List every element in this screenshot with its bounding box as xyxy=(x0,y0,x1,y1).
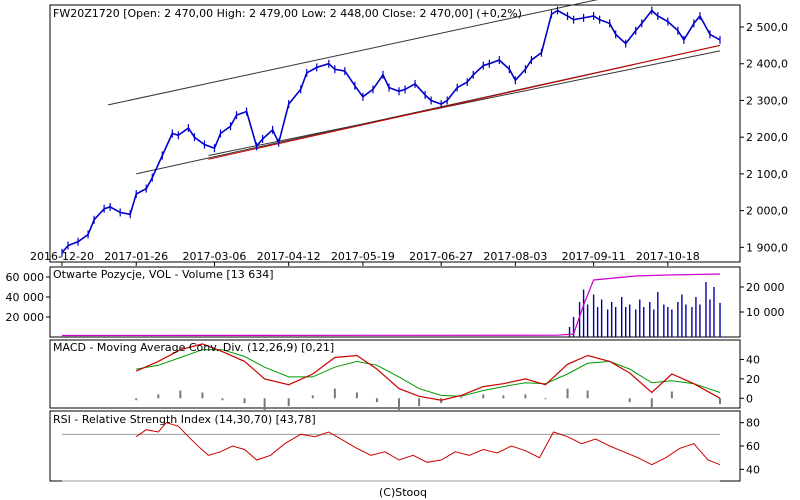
channel-upper-line xyxy=(108,0,599,106)
macd-y-tick-label: 40 xyxy=(746,353,760,366)
price-x-tick-label: 2017-01-26 xyxy=(104,250,168,263)
price-x-tick-label: 2017-09-11 xyxy=(562,250,626,263)
price-y-tick-label: 2 300,0 xyxy=(746,94,788,107)
vol-y-tick-label: 20 000 xyxy=(746,281,785,294)
price-x-tick-label: 2016-12-20 xyxy=(30,250,94,263)
oi-y-tick-label: 60 000 xyxy=(6,271,45,284)
macd-y-tick-label: 20 xyxy=(746,373,760,386)
volume-panel-title: Otwarte Pozycje, VOL - Volume [13 634] xyxy=(53,268,274,281)
price-x-tick-label: 2017-08-03 xyxy=(483,250,547,263)
price-y-tick-label: 2 000,0 xyxy=(746,205,788,218)
price-y-tick-label: 2 500,0 xyxy=(746,21,788,34)
oi-y-tick-label: 20 000 xyxy=(6,311,45,324)
rsi-panel-title: RSI - Relative Strength Index (14,30,70)… xyxy=(53,413,316,426)
price-series-line xyxy=(61,9,721,254)
macd-y-tick-label: 0 xyxy=(746,392,753,405)
rsi-y-tick-label: 40 xyxy=(746,463,760,476)
macd-panel-title: MACD - Moving Average Conv. Div. (12,26,… xyxy=(53,341,334,354)
price-y-tick-label: 2 400,0 xyxy=(746,58,788,71)
price-x-tick-label: 2017-10-18 xyxy=(636,250,700,263)
vol-y-tick-label: 10 000 xyxy=(746,306,785,319)
trend-support-line xyxy=(208,44,721,160)
price-x-tick-label: 2017-04-12 xyxy=(257,250,321,263)
price-y-tick-label: 2 100,0 xyxy=(746,168,788,181)
price-y-tick-label: 1 900,0 xyxy=(746,241,788,254)
price-y-tick-label: 2 200,0 xyxy=(746,131,788,144)
channel-mid-line xyxy=(208,50,721,157)
price-x-tick-label: 2017-06-27 xyxy=(409,250,473,263)
oi-y-tick-label: 40 000 xyxy=(6,291,45,304)
price-panel-title: FW20Z1720 [Open: 2 470,00 High: 2 479,00… xyxy=(53,7,522,20)
panel-frame-vol xyxy=(49,266,741,338)
rsi-y-tick-label: 60 xyxy=(746,440,760,453)
rsi-y-tick-label: 80 xyxy=(746,417,760,430)
macd-line xyxy=(135,343,721,401)
price-x-tick-label: 2017-05-19 xyxy=(331,250,395,263)
copyright-footer: (C)Stooq xyxy=(379,486,427,499)
open-interest-line xyxy=(61,273,721,337)
price-x-tick-label: 2017-03-06 xyxy=(182,250,246,263)
macd-signal-line xyxy=(136,349,721,397)
panel-frame-price xyxy=(49,4,741,263)
rsi-line xyxy=(135,422,721,466)
panel-frame-macd xyxy=(49,339,741,409)
